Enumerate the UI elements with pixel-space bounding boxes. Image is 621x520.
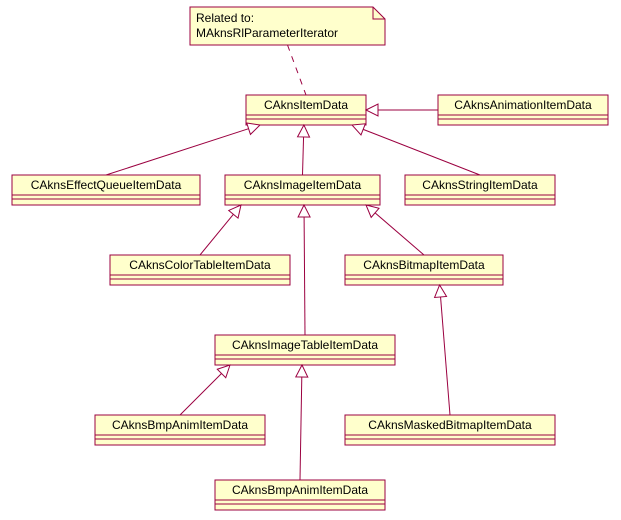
generalization-head — [298, 125, 310, 137]
class-label: CAknsColorTableItemData — [129, 258, 271, 272]
class-imagetable: CAknsImageTableItemData — [215, 335, 395, 365]
class-label: CAknsStringItemData — [422, 178, 538, 192]
generalization-head — [435, 285, 447, 297]
edge-maskedbitmap-bitmapitem — [441, 297, 450, 415]
edge-colortable-imageitem — [200, 214, 233, 255]
class-stringitem: CAknsStringItemData — [405, 175, 555, 205]
class-maskedbitmap: CAknsMaskedBitmapItemData — [345, 415, 555, 445]
edge-note-itemdata — [288, 45, 307, 95]
generalization-head — [298, 205, 310, 217]
edge-bmpanim2-imagetable — [300, 377, 302, 480]
generalization-head — [229, 205, 241, 218]
class-bmpanim2: CAknsBmpAnimItemData — [215, 480, 385, 510]
note-line-0: Related to: — [196, 11, 254, 25]
class-label: CAknsItemData — [264, 98, 348, 112]
class-effectqueue: CAknsEffectQueueItemData — [12, 175, 200, 205]
class-label: CAknsImageItemData — [244, 178, 362, 192]
class-label: CAknsMaskedBitmapItemData — [368, 418, 532, 432]
generalization-head — [247, 123, 260, 134]
class-bmpanim1: CAknsBmpAnimItemData — [95, 415, 265, 445]
class-bitmapitem: CAknsBitmapItemData — [345, 255, 503, 285]
class-label: CAknsBmpAnimItemData — [112, 418, 248, 432]
edge-imageitem-itemdata — [303, 137, 304, 175]
edge-stringitem-itemdata — [363, 129, 480, 175]
class-itemdata: CAknsItemData — [246, 95, 366, 125]
class-label: CAknsBmpAnimItemData — [232, 483, 368, 497]
class-label: CAknsBitmapItemData — [363, 258, 485, 272]
diagram-canvas: Related to:MAknsRlParameterIterator CAkns… — [0, 0, 621, 520]
edge-effectqueue-itemdata — [106, 129, 249, 175]
generalization-head — [366, 104, 378, 116]
edge-imagetable-imageitem — [304, 217, 305, 335]
generalization-head — [296, 365, 308, 377]
class-label: CAknsEffectQueueItemData — [31, 178, 182, 192]
edge-bmpanim1-imagetable — [180, 373, 222, 415]
generalization-head — [366, 205, 379, 217]
class-label: CAknsAnimationItemData — [454, 98, 592, 112]
class-animitem: CAknsAnimationItemData — [438, 95, 608, 125]
class-colortable: CAknsColorTableItemData — [110, 255, 290, 285]
class-label: CAknsImageTableItemData — [232, 338, 378, 352]
note-line-1: MAknsRlParameterIterator — [196, 26, 338, 40]
class-imageitem: CAknsImageItemData — [225, 175, 380, 205]
edge-bitmapitem-imageitem — [375, 213, 424, 255]
